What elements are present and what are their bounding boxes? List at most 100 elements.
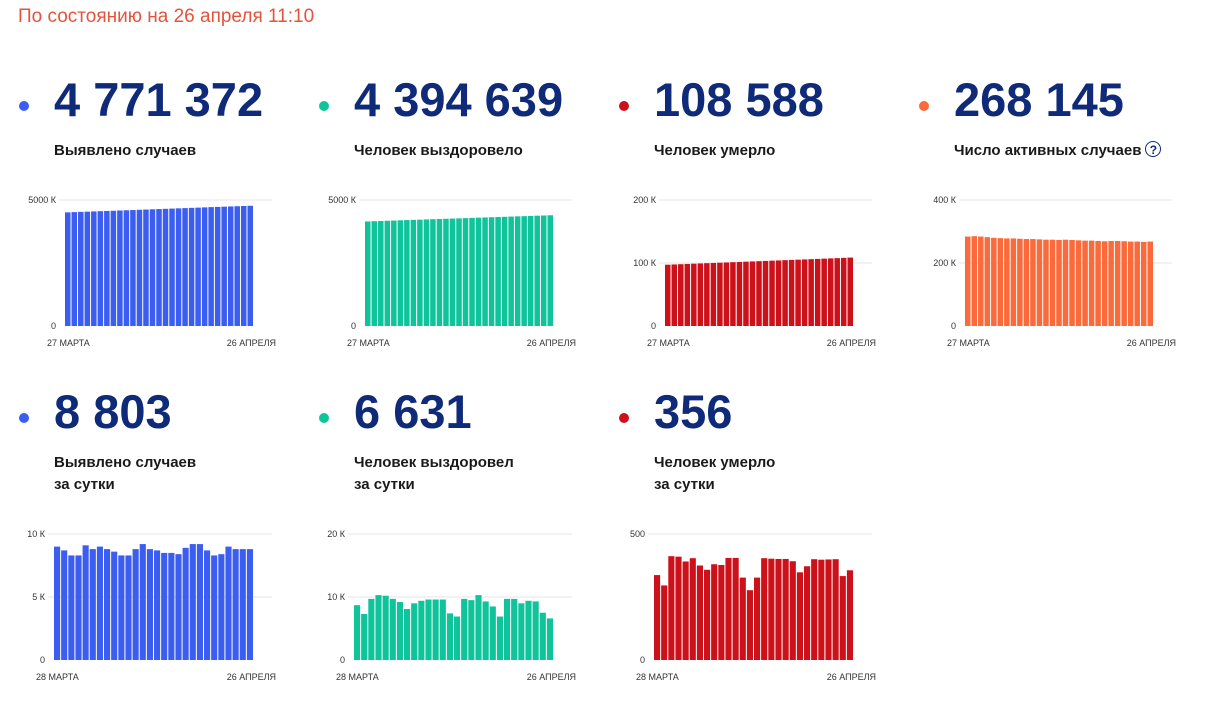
bar[interactable] xyxy=(775,558,782,660)
bar[interactable] xyxy=(725,557,732,660)
bar[interactable] xyxy=(423,219,430,326)
bar[interactable] xyxy=(1043,239,1049,326)
bar[interactable] xyxy=(1095,240,1101,326)
bar[interactable] xyxy=(125,555,132,660)
bar[interactable] xyxy=(418,600,425,660)
bar[interactable] xyxy=(689,558,696,660)
bar[interactable] xyxy=(730,262,736,326)
bar[interactable] xyxy=(469,217,475,326)
bar[interactable] xyxy=(682,561,689,660)
bar[interactable] xyxy=(1017,238,1023,326)
bar[interactable] xyxy=(811,559,818,660)
bar[interactable] xyxy=(511,598,518,660)
bar[interactable] xyxy=(1140,241,1147,326)
bar[interactable] xyxy=(814,258,821,326)
bar[interactable] xyxy=(1069,240,1075,326)
bar[interactable] xyxy=(825,559,832,660)
bar[interactable] xyxy=(218,554,225,660)
bar[interactable] xyxy=(782,558,789,660)
bar[interactable] xyxy=(188,207,195,326)
bar[interactable] xyxy=(1056,240,1062,326)
bar[interactable] xyxy=(1134,241,1140,326)
bar[interactable] xyxy=(769,260,775,326)
bar[interactable] xyxy=(704,263,710,326)
bar[interactable] xyxy=(146,549,153,660)
bar[interactable] xyxy=(54,546,61,660)
bar[interactable] xyxy=(97,211,104,326)
bar[interactable] xyxy=(475,595,482,660)
bar[interactable] xyxy=(78,211,84,326)
bar[interactable] xyxy=(389,598,396,660)
bar[interactable] xyxy=(1127,241,1134,326)
bar[interactable] xyxy=(189,544,196,660)
bar[interactable] xyxy=(997,238,1004,326)
bar[interactable] xyxy=(717,262,723,326)
bar[interactable] xyxy=(488,217,495,326)
bar[interactable] xyxy=(404,608,411,660)
bar[interactable] xyxy=(75,555,82,660)
bar[interactable] xyxy=(371,221,378,326)
bar[interactable] xyxy=(449,218,456,326)
bar[interactable] xyxy=(827,258,834,326)
bar[interactable] xyxy=(396,602,403,660)
bar[interactable] xyxy=(739,577,746,660)
bar[interactable] xyxy=(804,566,811,660)
bar[interactable] xyxy=(801,259,808,326)
bar[interactable] xyxy=(175,554,182,660)
bar[interactable] xyxy=(795,259,801,326)
bar[interactable] xyxy=(675,556,682,660)
bar[interactable] xyxy=(665,264,671,326)
bar[interactable] xyxy=(204,550,211,660)
bar[interactable] xyxy=(462,218,469,326)
bar[interactable] xyxy=(196,544,203,660)
bar[interactable] xyxy=(718,565,725,660)
bar[interactable] xyxy=(684,263,691,326)
bar[interactable] xyxy=(240,206,247,326)
bar[interactable] xyxy=(1121,241,1127,326)
bar[interactable] xyxy=(436,219,443,326)
bar[interactable] xyxy=(221,206,227,326)
bar[interactable] xyxy=(195,207,201,326)
bar[interactable] xyxy=(732,557,739,660)
bar[interactable] xyxy=(754,577,761,660)
bar[interactable] xyxy=(697,263,704,326)
bar[interactable] xyxy=(1101,241,1108,326)
bar[interactable] xyxy=(818,559,825,660)
bar[interactable] xyxy=(468,600,475,660)
bar[interactable] xyxy=(504,598,511,660)
bar[interactable] xyxy=(91,211,97,326)
bar[interactable] xyxy=(971,236,978,326)
bar[interactable] xyxy=(832,559,839,660)
bar[interactable] xyxy=(991,237,997,326)
bar[interactable] xyxy=(489,606,496,660)
bar[interactable] xyxy=(201,207,208,326)
bar[interactable] xyxy=(239,549,246,660)
bar[interactable] xyxy=(1062,239,1069,326)
bar[interactable] xyxy=(111,551,118,660)
bar[interactable] xyxy=(154,550,161,660)
bar[interactable] xyxy=(508,216,514,326)
bar[interactable] xyxy=(540,215,547,326)
bar[interactable] xyxy=(661,585,668,660)
bar[interactable] xyxy=(96,546,103,660)
bar[interactable] xyxy=(430,219,436,326)
bar[interactable] xyxy=(704,569,711,660)
bar[interactable] xyxy=(211,555,218,660)
bar[interactable] xyxy=(104,549,111,660)
bar[interactable] xyxy=(425,599,432,660)
bar[interactable] xyxy=(821,258,827,326)
bar[interactable] xyxy=(749,261,756,326)
bar[interactable] xyxy=(182,547,189,660)
bar[interactable] xyxy=(1049,239,1056,326)
bar[interactable] xyxy=(1088,240,1095,326)
bar[interactable] xyxy=(1030,239,1036,326)
bar[interactable] xyxy=(143,209,149,326)
bar[interactable] xyxy=(668,556,675,660)
bar[interactable] xyxy=(710,262,717,326)
bar[interactable] xyxy=(130,210,136,326)
bar[interactable] xyxy=(404,220,410,326)
bar[interactable] xyxy=(711,564,718,660)
bar[interactable] xyxy=(496,616,503,660)
bar[interactable] xyxy=(214,206,221,326)
bar[interactable] xyxy=(984,237,991,326)
